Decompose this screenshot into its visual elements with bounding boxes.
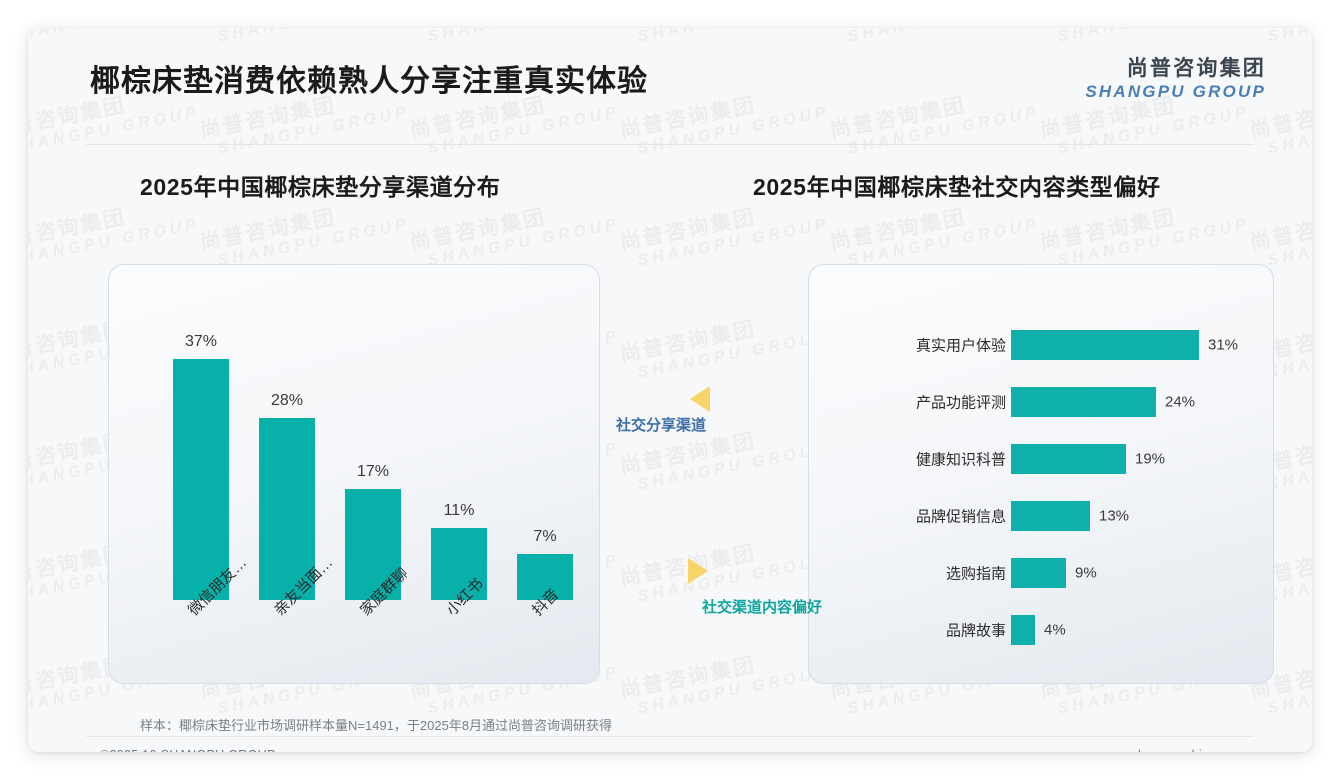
category-label-wrap: 家庭群聊 — [345, 565, 411, 619]
bar-value-label: 24% — [1165, 393, 1196, 411]
slide-header: 椰棕床垫消费依赖熟人分享注重真实体验 尚普咨询集团 SHANGPU GROUP — [28, 28, 1312, 122]
bar-value-label: 17% — [356, 463, 390, 480]
brand-logo: 尚普咨询集团 SHANGPU GROUP — [1085, 57, 1266, 101]
bar-row: 真实用户体验 31% — [808, 330, 1274, 360]
y-axis-tick-label: 品牌促销信息 — [915, 508, 1006, 526]
bar-row: 品牌故事 4% — [808, 615, 1274, 645]
vertical-bar — [173, 359, 229, 600]
vertical-bar — [517, 554, 573, 600]
bar-value-label: 4% — [1044, 621, 1066, 639]
bar-value-label: 19% — [1135, 450, 1166, 468]
bar-row: 产品功能评测 24% — [808, 387, 1274, 417]
bar-value-label: 28% — [270, 392, 304, 409]
triangle-left-icon — [690, 386, 710, 412]
annotation-share-channels-label: 社交分享渠道 — [616, 417, 707, 434]
annotation-content-preference-label: 社交渠道内容偏好 — [702, 599, 823, 616]
sample-note: 样本：椰棕床垫行业市场调研样本量N=1491，于2025年8月通过尚普咨询调研获… — [140, 718, 613, 733]
vertical-bar — [259, 418, 315, 600]
horizontal-bar — [1011, 444, 1126, 474]
chart-title-share-channels: 2025年中国椰棕床垫分享渠道分布 — [140, 174, 501, 200]
horizontal-bar — [1011, 330, 1199, 360]
footer-divider — [86, 736, 1254, 737]
vertical-bar — [431, 528, 487, 600]
category-label-wrap: 微信朋友… — [173, 554, 250, 619]
category-label-wrap: 亲友当面… — [259, 554, 336, 619]
bar-row: 品牌促销信息 13% — [808, 501, 1274, 531]
logo-chinese-text: 尚普咨询集团 — [1126, 57, 1266, 80]
category-label-wrap: 小红书 — [431, 575, 487, 619]
footer-website: www.shangpu-china.com — [1101, 748, 1244, 752]
bar-value-label: 13% — [1099, 507, 1130, 525]
y-axis-tick-label: 选购指南 — [945, 565, 1006, 583]
vertical-bar-chart: 37% 微信朋友… 28% 亲友当面… 17% 家庭群聊 11% 小红书 7% 抖音 — [108, 264, 600, 684]
bar-value-label: 9% — [1075, 564, 1097, 582]
bar-value-label: 31% — [1208, 336, 1239, 354]
logo-english-text: SHANGPU GROUP — [1085, 81, 1266, 101]
page-title: 椰棕床垫消费依赖熟人分享注重真实体验 — [90, 65, 648, 98]
footer-copyright: ©2025.10 SHANGPU GROUP — [100, 748, 276, 752]
vertical-bar — [345, 489, 401, 600]
y-axis-tick-label: 产品功能评测 — [915, 394, 1006, 412]
triangle-right-icon — [688, 558, 708, 584]
horizontal-bar — [1011, 501, 1090, 531]
horizontal-bar — [1011, 615, 1035, 645]
header-divider — [86, 144, 1254, 145]
y-axis-tick-label: 健康知识科普 — [915, 451, 1006, 469]
horizontal-bar — [1011, 558, 1066, 588]
y-axis-tick-label: 品牌故事 — [945, 622, 1006, 640]
bar-value-label: 37% — [184, 333, 218, 350]
slide-canvas: 尚普咨询集团 SHANGPU GROUP 尚普咨询集团 SHANGPU GROUP 尚普… — [28, 28, 1312, 752]
chart-title-content-types: 2025年中国椰棕床垫社交内容类型偏好 — [753, 174, 1161, 200]
horizontal-bar — [1011, 387, 1156, 417]
bar-row: 健康知识科普 19% — [808, 444, 1274, 474]
bar-row: 选购指南 9% — [808, 558, 1274, 588]
y-axis-tick-label: 真实用户体验 — [915, 337, 1006, 355]
horizontal-bar-chart: 真实用户体验 31% 产品功能评测 24% 健康知识科普 19% 品牌促销信息 13% 选购指南… — [808, 264, 1274, 684]
bar-value-label: 7% — [533, 528, 557, 545]
category-label-wrap: 抖音 — [517, 586, 573, 619]
bar-value-label: 11% — [443, 502, 475, 519]
